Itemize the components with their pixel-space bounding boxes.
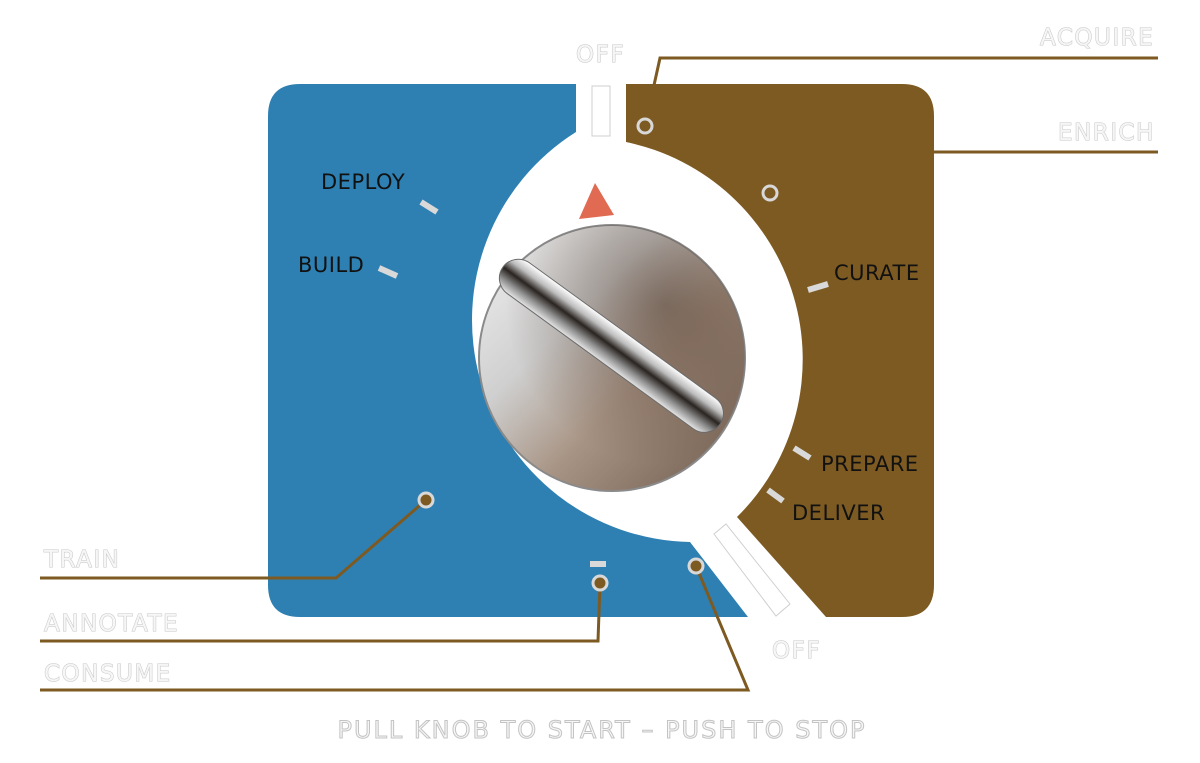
knob[interactable] [478,224,746,492]
leader-annotate [40,583,602,643]
label-off-top: OFF [576,42,625,68]
dot-train [417,491,435,509]
tick-build [377,265,399,279]
left-panel [268,84,748,617]
off-slot-bottom [713,523,791,617]
leader-lines [40,56,1158,692]
leader-acquire [643,56,1158,127]
tick-deliver [766,487,785,504]
tick-prepare [792,445,812,461]
label-deliver: DELIVER [792,501,885,525]
dot-enrich [761,184,779,202]
dot-acquire [636,117,654,135]
label-enrich: ENRICH [1058,120,1155,146]
right-panel [626,84,934,617]
off-slot-top [591,85,611,137]
footer-instruction: PULL KNOB TO START – PUSH TO STOP [338,716,867,744]
label-build: BUILD [298,253,364,277]
tick-marks [377,199,829,567]
label-off-bottom: OFF [772,638,821,664]
label-prepare: PREPARE [821,452,919,476]
leader-train [40,498,427,580]
dot-consume [687,557,705,575]
label-curate: CURATE [834,261,920,285]
leader-dots [417,117,779,592]
label-deploy: DEPLOY [321,170,405,194]
label-acquire: ACQUIRE [1040,25,1154,51]
knob-grip [498,258,724,433]
label-consume: CONSUME [44,661,172,687]
label-annotate: ANNOTATE [44,611,179,637]
tick-curate [807,281,829,293]
leader-enrich [768,150,1158,195]
pointer-icon [579,183,614,219]
tick-deploy [419,199,439,215]
dot-annotate [591,574,609,592]
label-train: TRAIN [43,547,120,573]
leader-consume [40,565,751,692]
